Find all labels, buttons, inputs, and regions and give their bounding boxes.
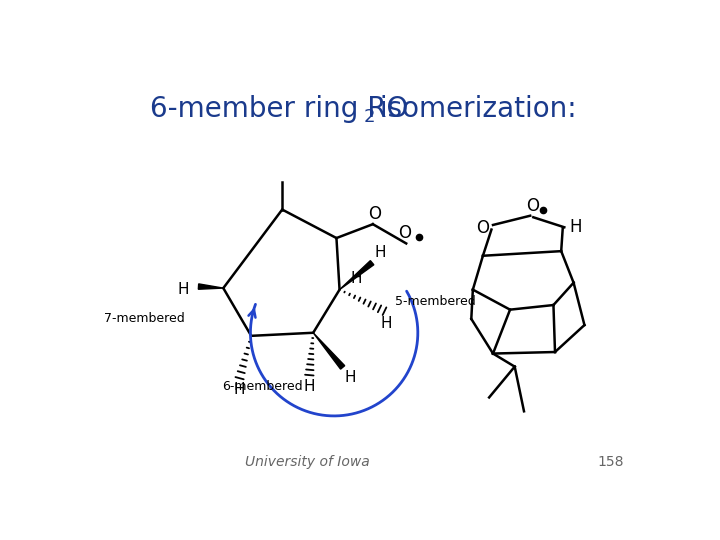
Text: H: H — [569, 218, 582, 235]
Text: O: O — [398, 225, 411, 242]
Text: 6-member ring RO: 6-member ring RO — [150, 95, 409, 123]
Text: H: H — [177, 282, 189, 297]
Text: H: H — [351, 271, 362, 286]
Text: H: H — [374, 245, 386, 260]
Polygon shape — [198, 284, 223, 289]
Text: H: H — [345, 370, 356, 385]
Polygon shape — [313, 333, 345, 369]
Text: 6-membered: 6-membered — [222, 380, 302, 393]
Text: 5-membered: 5-membered — [395, 295, 476, 308]
Text: 2: 2 — [364, 108, 375, 126]
Text: O: O — [368, 205, 381, 223]
Text: 7-membered: 7-membered — [104, 313, 185, 326]
Polygon shape — [340, 261, 374, 289]
Text: 158: 158 — [598, 455, 624, 469]
Text: O: O — [476, 219, 489, 237]
Text: H: H — [234, 382, 246, 397]
Text: University of Iowa: University of Iowa — [245, 455, 369, 469]
Text: H: H — [380, 316, 392, 331]
Text: O: O — [526, 198, 539, 215]
Text: H: H — [304, 379, 315, 394]
Text: isomerization:: isomerization: — [371, 95, 576, 123]
